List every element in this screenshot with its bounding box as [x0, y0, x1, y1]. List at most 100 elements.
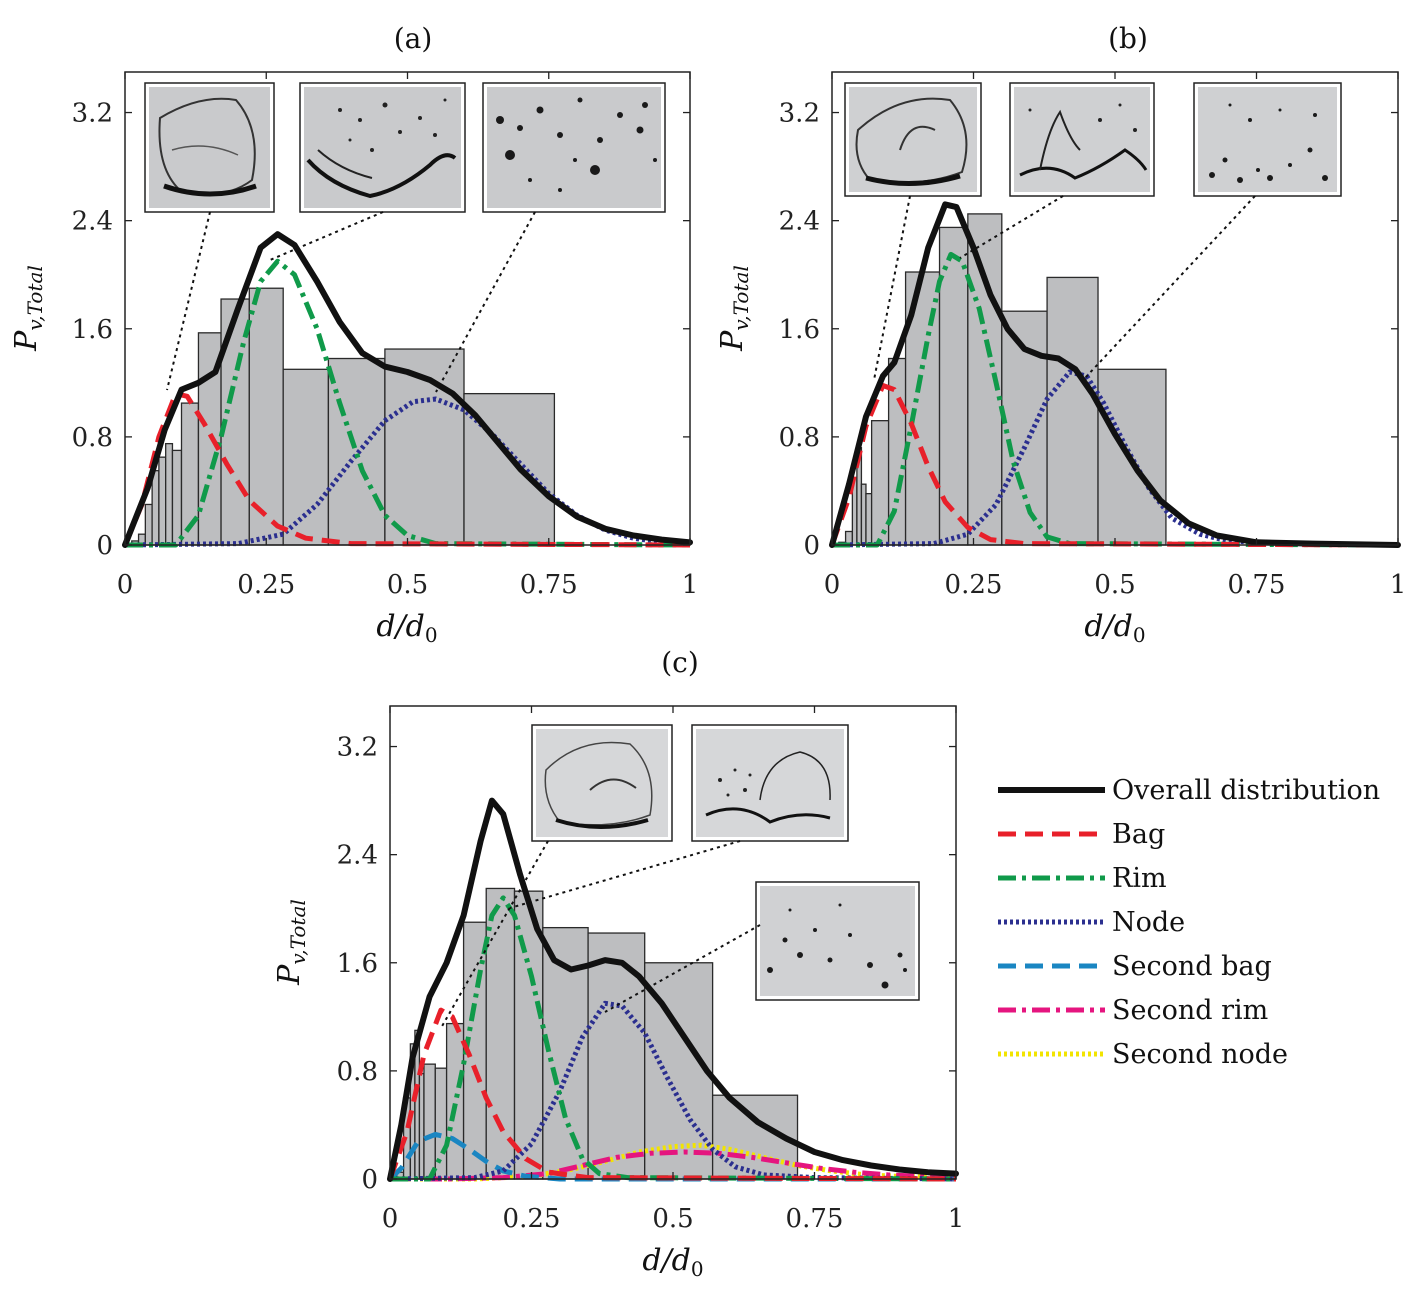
y-axis-label-b: Pv,Total — [715, 265, 753, 352]
histogram-bar — [423, 1063, 436, 1180]
curves-b — [829, 201, 1401, 548]
inset-pointers-c — [440, 840, 761, 1029]
curves-a — [122, 231, 693, 548]
y-ticks-c: 0 0.8 1.6 2.4 3.2 — [337, 733, 956, 1195]
rim-curve-b — [832, 251, 1399, 548]
x-tick-label: 1 — [682, 570, 699, 600]
y-tick-label: 3.2 — [72, 99, 113, 129]
bag-curve-c — [387, 1007, 957, 1182]
legend-label-second-bag: Second bag — [1112, 951, 1272, 982]
x-tick-label: 0 — [382, 1204, 399, 1234]
histogram-bar — [418, 1072, 425, 1180]
histogram-bar — [860, 483, 867, 546]
y-ticks-b: 0 0.8 1.6 2.4 3.2 — [779, 99, 1398, 561]
inset-rim-photo-c — [691, 724, 849, 842]
second-bag-curve-c — [388, 1131, 956, 1182]
x-ticks-b: 0 0.25 0.5 0.75 1 — [824, 72, 1407, 600]
y-tick-label: 3.2 — [779, 99, 820, 129]
histogram-bar — [144, 503, 153, 546]
x-axis-label-b: d/d0 — [1084, 609, 1145, 647]
histogram-bar — [1046, 276, 1099, 546]
legend-label-second-node: Second node — [1112, 1039, 1288, 1070]
x-tick-label: 1 — [948, 1204, 965, 1234]
histogram-bar — [445, 1022, 465, 1180]
legend-label-overall: Overall distribution — [1112, 775, 1380, 806]
histogram-b — [838, 213, 1167, 546]
y-tick-label: 1.6 — [779, 315, 820, 345]
node-curve-c — [389, 1000, 957, 1182]
histogram-bar — [282, 368, 330, 546]
legend-label-node: Node — [1112, 907, 1185, 938]
panel-b: (b) 0 0.8 1.6 2.4 3.2 0 0.25 0.5 0.75 1 d/d0 Pv,… — [715, 22, 1406, 647]
y-axis-label-a: Pv,Total — [9, 265, 47, 352]
legend: Overall distribution Bag Rim Node Second bag… — [998, 775, 1380, 1070]
inset-rim-photo-b — [1009, 82, 1155, 197]
y-tick-label: 0 — [361, 1165, 378, 1195]
bag-curve-a — [122, 391, 691, 548]
overall-curve-c — [387, 797, 959, 1182]
histogram-bar — [171, 449, 183, 546]
y-tick-label: 2.4 — [72, 207, 113, 237]
x-tick-label: 0.75 — [786, 1204, 844, 1234]
histogram-bar — [587, 932, 646, 1180]
inset-pointers-b — [873, 195, 1256, 381]
y-tick-label: 0 — [803, 531, 820, 561]
rim-curve-a — [125, 258, 691, 548]
x-tick-label: 0.75 — [1228, 570, 1286, 600]
y-tick-label: 0.8 — [779, 423, 820, 453]
panel-title-b: (b) — [1108, 22, 1148, 55]
overall-curve-b — [829, 201, 1401, 548]
x-axis-label-c: d/d0 — [642, 1243, 703, 1281]
inset-node-photo-c — [755, 881, 920, 1001]
x-axis-label-a: d/d0 — [376, 609, 437, 647]
rim-curve-c — [390, 895, 957, 1182]
y-tick-label: 0.8 — [72, 423, 113, 453]
x-ticks-c: 0 0.25 0.5 0.75 1 — [382, 706, 965, 1234]
y-tick-label: 1.6 — [337, 949, 378, 979]
inset-node-photo-b — [1193, 82, 1342, 197]
overall-curve-a — [122, 231, 693, 548]
x-tick-label: 0 — [824, 570, 841, 600]
y-tick-label: 1.6 — [72, 315, 113, 345]
panel-c: (c) 0 0.8 1.6 2.4 3.2 0 0.25 0.5 0.75 1 d/d0 Pv,… — [272, 646, 964, 1281]
histogram-bar — [938, 226, 969, 546]
y-tick-label: 3.2 — [337, 733, 378, 763]
y-axis-label-c: Pv,Total — [272, 899, 310, 986]
histogram-bar — [967, 213, 1003, 546]
x-tick-label: 0 — [117, 570, 134, 600]
second-rim-curve-c — [390, 1149, 957, 1182]
node-curve-b — [831, 369, 1399, 548]
y-tick-label: 2.4 — [337, 841, 378, 871]
y-tick-label: 2.4 — [779, 207, 820, 237]
panel-a: (a) 0 0.8 1.6 2.4 3.2 0 0.25 0.5 0.75 1 d/d0 Pv,… — [9, 22, 698, 647]
inset-node-photo-a — [482, 82, 666, 213]
curves-c — [387, 797, 959, 1182]
histogram-bar — [165, 442, 174, 546]
x-tick-label: 0.25 — [945, 570, 1003, 600]
histogram-bar — [384, 348, 465, 546]
x-tick-label: 0.5 — [387, 570, 428, 600]
panel-title-c: (c) — [661, 646, 699, 679]
histogram-bar — [865, 492, 873, 546]
inset-bag-photo-a — [144, 82, 275, 213]
x-ticks-a: 0 0.25 0.5 0.75 1 — [117, 72, 699, 600]
inset-rim-photo-a — [299, 82, 466, 213]
histogram-bar — [434, 1067, 448, 1180]
histogram-bar — [151, 470, 160, 546]
y-tick-label: 0.8 — [337, 1057, 378, 1087]
histogram-bar — [158, 456, 167, 546]
y-ticks-a: 0 0.8 1.6 2.4 3.2 — [72, 99, 690, 561]
x-tick-label: 0.75 — [520, 570, 578, 600]
x-tick-label: 0.5 — [652, 1204, 693, 1234]
y-tick-label: 0 — [96, 531, 113, 561]
x-tick-label: 0.25 — [237, 570, 295, 600]
panel-title-a: (a) — [394, 22, 433, 55]
x-tick-label: 0.5 — [1094, 570, 1135, 600]
histogram-bar — [485, 887, 516, 1180]
legend-label-bag: Bag — [1112, 819, 1165, 850]
x-tick-label: 0.25 — [503, 1204, 561, 1234]
legend-label-rim: Rim — [1112, 863, 1167, 894]
histogram-bar — [870, 420, 890, 546]
x-tick-label: 1 — [1390, 570, 1407, 600]
